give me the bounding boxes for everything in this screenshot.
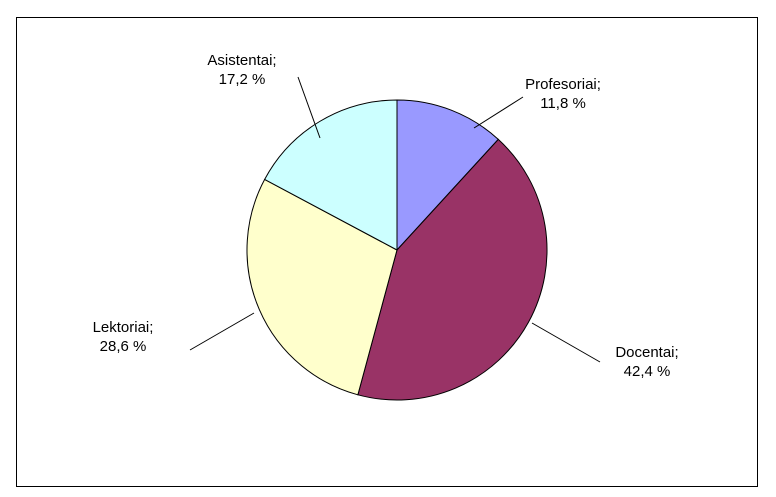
data-label-docentai: Docentai; 42,4 % — [615, 344, 678, 380]
pie-slices — [246, 99, 548, 401]
data-label-asistentai: Asistentai; 17,2 % — [207, 52, 276, 88]
leader-line-lektoriai — [189, 312, 255, 351]
data-label-lektoriai: Lektoriai; 28,6 % — [93, 319, 154, 355]
data-label-value: 11,8 % — [540, 95, 586, 112]
data-label-category: Lektoriai; — [93, 319, 154, 336]
pie-slice-lektoriai — [246, 178, 398, 396]
data-label-category: Profesoriai; — [525, 76, 601, 93]
leader-line-profesoriai — [473, 96, 524, 129]
data-labels: Profesoriai; 11,8 % Docentai; 42,4 % Lektori… — [93, 52, 679, 380]
pie-slice-profesoriai — [396, 99, 500, 252]
leader-lines — [189, 76, 601, 363]
data-label-category: Asistentai; — [207, 52, 276, 69]
data-label-profesoriai: Profesoriai; 11,8 % — [525, 76, 601, 112]
leader-line-docentai — [531, 322, 601, 363]
data-label-value: 42,4 % — [624, 363, 671, 380]
pie-slice-docentai — [357, 138, 548, 401]
data-label-category: Docentai; — [615, 344, 678, 361]
pie-slice-asistentai — [263, 99, 398, 251]
data-label-value: 17,2 % — [219, 71, 266, 88]
leader-line-asistentai — [297, 76, 321, 139]
data-label-value: 28,6 % — [100, 338, 147, 355]
